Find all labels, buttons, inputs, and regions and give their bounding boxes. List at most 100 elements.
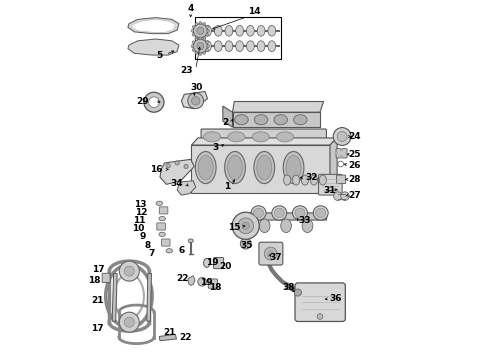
Text: 13: 13	[134, 200, 147, 209]
FancyBboxPatch shape	[259, 242, 283, 265]
FancyBboxPatch shape	[201, 129, 326, 145]
Text: 37: 37	[270, 253, 282, 262]
Ellipse shape	[257, 26, 265, 36]
Text: 3: 3	[212, 143, 218, 152]
Circle shape	[188, 93, 203, 109]
Circle shape	[206, 33, 209, 36]
Ellipse shape	[203, 258, 210, 267]
Text: 1: 1	[224, 182, 231, 191]
Text: 7: 7	[148, 249, 155, 258]
Ellipse shape	[159, 232, 165, 237]
FancyBboxPatch shape	[336, 149, 347, 158]
Circle shape	[203, 36, 206, 39]
Circle shape	[341, 156, 343, 158]
FancyBboxPatch shape	[318, 174, 342, 195]
Circle shape	[206, 41, 209, 44]
Ellipse shape	[251, 206, 266, 220]
Ellipse shape	[236, 26, 244, 36]
Ellipse shape	[259, 219, 270, 233]
Text: 19: 19	[200, 278, 213, 287]
Circle shape	[195, 23, 198, 26]
Circle shape	[203, 38, 206, 41]
FancyBboxPatch shape	[208, 279, 218, 288]
Circle shape	[197, 42, 204, 50]
Ellipse shape	[302, 219, 313, 233]
Ellipse shape	[246, 26, 254, 36]
Ellipse shape	[188, 239, 193, 243]
Circle shape	[175, 161, 179, 165]
Circle shape	[206, 26, 209, 28]
FancyBboxPatch shape	[161, 239, 170, 246]
Ellipse shape	[203, 41, 211, 51]
Ellipse shape	[276, 132, 294, 142]
Circle shape	[191, 30, 194, 32]
Text: 5: 5	[156, 51, 162, 60]
Circle shape	[294, 289, 301, 296]
Ellipse shape	[228, 132, 245, 142]
Ellipse shape	[254, 152, 274, 184]
Text: 22: 22	[179, 333, 192, 342]
Circle shape	[184, 165, 188, 168]
Circle shape	[207, 30, 210, 32]
Text: 23: 23	[181, 66, 193, 75]
Circle shape	[192, 33, 195, 36]
Text: 36: 36	[329, 294, 342, 303]
Ellipse shape	[236, 41, 244, 51]
Polygon shape	[147, 274, 151, 321]
Circle shape	[195, 51, 198, 54]
Ellipse shape	[159, 216, 165, 221]
Text: 8: 8	[144, 240, 150, 249]
Ellipse shape	[214, 26, 222, 36]
Circle shape	[241, 238, 251, 249]
Ellipse shape	[268, 26, 276, 36]
Ellipse shape	[284, 175, 291, 185]
Text: 19: 19	[206, 258, 219, 267]
Ellipse shape	[224, 152, 245, 184]
Ellipse shape	[319, 175, 326, 185]
Circle shape	[199, 37, 202, 40]
Circle shape	[119, 261, 139, 281]
Polygon shape	[128, 39, 179, 55]
Ellipse shape	[310, 175, 318, 185]
Text: 26: 26	[348, 161, 361, 170]
FancyBboxPatch shape	[159, 207, 168, 214]
Text: 27: 27	[348, 190, 361, 199]
Circle shape	[337, 131, 347, 141]
Ellipse shape	[294, 115, 307, 125]
Text: 29: 29	[136, 97, 148, 106]
Text: 24: 24	[348, 132, 361, 141]
Circle shape	[124, 266, 134, 276]
Ellipse shape	[313, 206, 328, 220]
Text: 33: 33	[298, 216, 311, 225]
Ellipse shape	[203, 132, 220, 142]
Circle shape	[195, 38, 198, 41]
Polygon shape	[330, 138, 337, 193]
Circle shape	[197, 27, 204, 34]
FancyBboxPatch shape	[102, 273, 110, 283]
FancyBboxPatch shape	[157, 223, 165, 230]
Circle shape	[192, 49, 195, 51]
Circle shape	[206, 49, 209, 51]
Ellipse shape	[253, 208, 264, 217]
Ellipse shape	[214, 41, 222, 51]
Ellipse shape	[293, 206, 308, 220]
Circle shape	[192, 26, 195, 28]
Ellipse shape	[227, 156, 243, 180]
Ellipse shape	[225, 41, 233, 51]
Text: 17: 17	[93, 265, 105, 274]
Polygon shape	[248, 213, 327, 220]
Text: 32: 32	[305, 173, 318, 182]
Ellipse shape	[283, 152, 304, 184]
Text: 21: 21	[164, 328, 176, 337]
Text: 18: 18	[88, 276, 100, 285]
Ellipse shape	[225, 26, 233, 36]
Text: 28: 28	[348, 175, 361, 184]
Circle shape	[203, 23, 206, 26]
Polygon shape	[128, 18, 179, 33]
Circle shape	[192, 96, 200, 105]
Ellipse shape	[301, 175, 309, 185]
Circle shape	[144, 92, 164, 112]
Polygon shape	[188, 276, 195, 285]
Circle shape	[341, 149, 343, 151]
Ellipse shape	[235, 115, 248, 125]
